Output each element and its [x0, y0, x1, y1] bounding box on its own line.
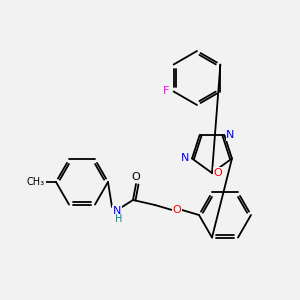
Text: N: N: [113, 206, 121, 216]
Text: O: O: [214, 168, 222, 178]
Text: F: F: [162, 86, 169, 97]
Text: N: N: [181, 154, 189, 164]
Text: O: O: [132, 172, 140, 182]
Text: O: O: [172, 205, 182, 215]
Text: N: N: [226, 130, 235, 140]
Text: CH₃: CH₃: [27, 177, 45, 187]
Text: H: H: [115, 214, 123, 224]
